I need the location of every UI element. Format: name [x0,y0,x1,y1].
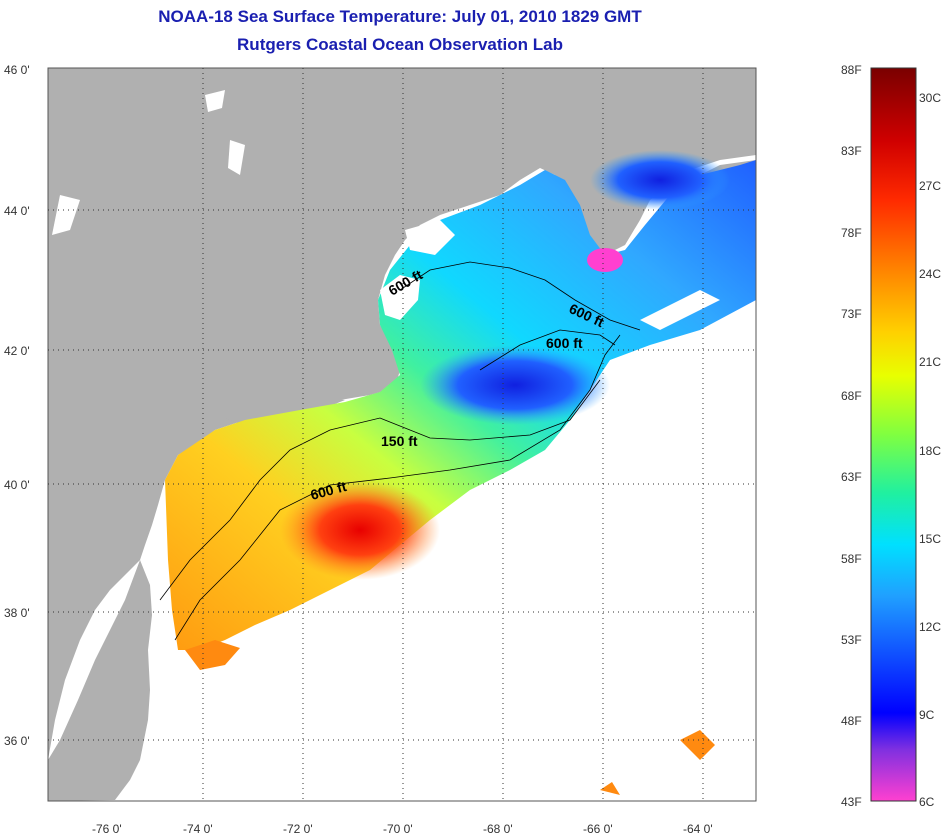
delmarva [48,560,152,801]
lon-axis: -76 0' -74 0' -72 0' -70 0' -68 0' -66 0… [92,822,713,836]
colorbar-label-f: 88F [841,63,862,77]
lat-label: 40 0' [4,478,30,492]
colorbar-label-c: 18C [919,444,941,458]
cloud-patch [380,275,420,320]
colorbar-c-labels: 30C 27C 24C 21C 18C 15C 12C 9C 6C [919,91,941,809]
lat-label: 46 0' [4,63,30,77]
colorbar-label-f: 73F [841,307,862,321]
colorbar-label-c: 30C [919,91,941,105]
colorbar-label-f: 78F [841,226,862,240]
warm-fringe [185,640,240,670]
lon-label: -66 0' [583,822,613,836]
cloud-patch [205,90,225,112]
map-border [47,67,757,802]
lon-label: -74 0' [183,822,213,836]
colorbar-label-f: 58F [841,552,862,566]
cloud-patch [640,290,720,330]
colorbar-label-f: 63F [841,470,862,484]
colorbar-label-c: 12C [919,620,941,634]
lon-label: -68 0' [483,822,513,836]
map-subtitle: Rutgers Coastal Ocean Observation Lab [237,35,563,54]
contour-label: 150 ft [381,433,418,449]
cold-pool-north [590,150,730,210]
contour-label: 600 ft [546,335,583,351]
long-island [225,398,345,424]
colorbar [870,67,917,802]
lat-axis: 46 0' 44 0' 42 0' 40 0' 38 0' 36 0' [4,63,30,748]
colorbar-label-c: 9C [919,708,935,722]
colorbar-label-f: 83F [841,144,862,158]
cloud-patch [52,195,80,235]
magenta-spot [587,248,623,272]
lon-label: -72 0' [283,822,313,836]
cold-pool [420,345,610,425]
lat-label: 42 0' [4,344,30,358]
land-mass [48,68,756,760]
colorbar-label-f: 68F [841,389,862,403]
colorbar-label-c: 21C [919,355,941,369]
lon-label: -70 0' [383,822,413,836]
colorbar-label-c: 27C [919,179,941,193]
lon-label: -76 0' [92,822,122,836]
cloud-patch [228,140,245,175]
colorbar-label-f: 53F [841,633,862,647]
colorbar-label-f: 48F [841,714,862,728]
warm-fringe [680,730,715,760]
map-title: NOAA-18 Sea Surface Temperature: July 01… [158,7,642,26]
lat-label: 44 0' [4,204,30,218]
colorbar-label-c: 15C [919,532,941,546]
lat-label: 36 0' [4,734,30,748]
lat-label: 38 0' [4,606,30,620]
colorbar-label-c: 24C [919,267,941,281]
cloud-patch [405,220,455,255]
depth-contours [159,261,641,641]
colorbar-label-c: 6C [919,795,935,809]
lon-label: -64 0' [683,822,713,836]
colorbar-label-f: 43F [841,795,862,809]
graticule [48,68,756,801]
warm-core [280,480,440,580]
warm-fringe [600,782,620,795]
colorbar-f-labels: 88F 83F 78F 73F 68F 63F 58F 53F 48F 43F [841,63,862,809]
